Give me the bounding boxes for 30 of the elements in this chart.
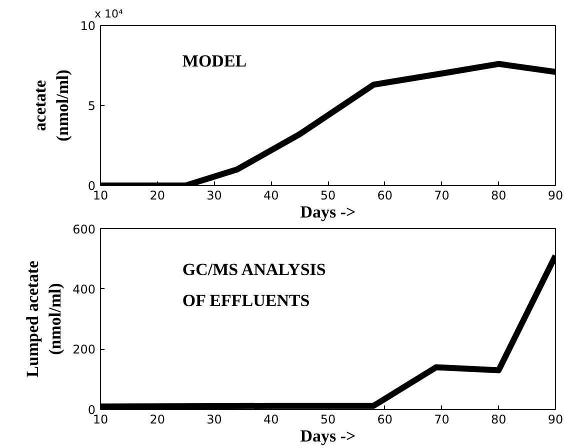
x-tick-label: 70 xyxy=(434,188,450,202)
x-tick-label: 20 xyxy=(150,412,166,426)
x-tick-label: 60 xyxy=(377,188,393,202)
x-tick-label: 40 xyxy=(263,412,279,426)
x-tick-label: 70 xyxy=(434,412,450,426)
y-tick-label: 5 xyxy=(88,99,96,113)
x-axis-title: Days -> xyxy=(300,202,356,222)
text: x 10⁴ xyxy=(94,8,124,20)
x-tick-label: 30 xyxy=(206,188,222,202)
x-tick-label: 80 xyxy=(490,412,506,426)
y-tick-label: 0 xyxy=(88,179,96,193)
y-tick-label: 400 xyxy=(72,282,96,296)
x-tick-label: 60 xyxy=(377,412,393,426)
y-axis-title: Lumped acetate (nmol/ml) xyxy=(22,260,65,378)
x-tick-label: 50 xyxy=(320,412,336,426)
x-tick-label: 30 xyxy=(206,412,222,426)
y-tick-label: 600 xyxy=(72,222,96,236)
x-tick-label: 90 xyxy=(548,188,564,202)
annotation: GC/MS ANALYSIS OF EFFLUENTS xyxy=(182,260,326,310)
y-tick-label: 10 xyxy=(80,19,96,33)
x-tick-label: 90 xyxy=(548,412,564,426)
x-tick-label: 50 xyxy=(320,188,336,202)
x-axis-title: Days -> xyxy=(300,426,356,446)
y-axis-title: acetate (nmol/ml) xyxy=(30,70,72,142)
x-tick-label: 80 xyxy=(490,188,506,202)
annotation: MODEL xyxy=(182,51,247,70)
x-tick-label: 40 xyxy=(263,188,279,202)
y-tick-label: 0 xyxy=(88,403,96,417)
x-tick-label: 20 xyxy=(150,188,166,202)
y-tick-label: 200 xyxy=(72,342,96,357)
